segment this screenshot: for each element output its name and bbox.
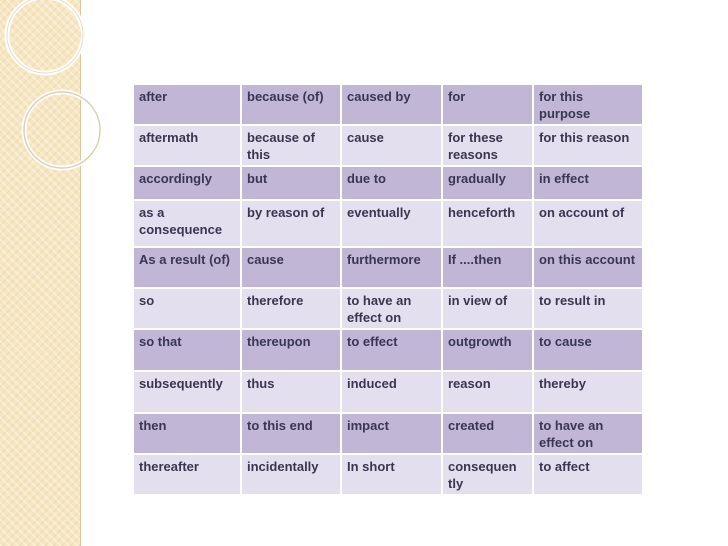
table-row: As a result (of) cause furthermore If ..…: [132, 246, 644, 289]
table-cell: incidentally: [240, 453, 342, 496]
table-cell: henceforth: [441, 199, 534, 248]
table-cell: to have an effect on: [340, 287, 443, 330]
table-cell: on account of: [532, 199, 644, 248]
table-cell: after: [132, 83, 242, 126]
table-cell: gradually: [441, 165, 534, 201]
table-row: thereafter incidentally In short consequ…: [132, 453, 644, 496]
table-row: accordingly but due to gradually in effe…: [132, 165, 644, 201]
table-row: aftermath because of this cause for thes…: [132, 124, 644, 167]
table-cell: so: [132, 287, 242, 330]
table-cell: to affect: [532, 453, 644, 496]
table-cell: created: [441, 412, 534, 455]
table-cell: for this purpose: [532, 83, 644, 126]
table-cell: caused by: [340, 83, 443, 126]
table-cell: furthermore: [340, 246, 443, 289]
table-cell: outgrowth: [441, 328, 534, 372]
table-cell: therefore: [240, 287, 342, 330]
table-cell: As a result (of): [132, 246, 242, 289]
table-cell: thus: [240, 370, 342, 414]
table-cell: so that: [132, 328, 242, 372]
table-cell: to result in: [532, 287, 644, 330]
decorative-circles: [4, 0, 103, 171]
table-cell: because (of): [240, 83, 342, 126]
table-cell: but: [240, 165, 342, 201]
table-cell: thereafter: [132, 453, 242, 496]
table-row: subsequently thus induced reason thereby: [132, 370, 644, 414]
table-cell: thereupon: [240, 328, 342, 372]
table-cell: to cause: [532, 328, 644, 372]
table-cell: on this account: [532, 246, 644, 289]
connectives-table: after because (of) caused by for for thi…: [132, 83, 644, 496]
table-cell: in effect: [532, 165, 644, 201]
table-cell: then: [132, 412, 242, 455]
table-row: as a consequence by reason of eventually…: [132, 199, 644, 248]
table-cell: due to: [340, 165, 443, 201]
table-cell: reason: [441, 370, 534, 414]
table-cell: In short: [340, 453, 443, 496]
table-cell: impact: [340, 412, 443, 455]
table-cell: for this reason: [532, 124, 644, 167]
table-cell: subsequently: [132, 370, 242, 414]
table-cell: to effect: [340, 328, 443, 372]
table-cell: aftermath: [132, 124, 242, 167]
table-row: so therefore to have an effect on in vie…: [132, 287, 644, 330]
table-cell: in view of: [441, 287, 534, 330]
table-row: so that thereupon to effect outgrowth to…: [132, 328, 644, 372]
table-row: after because (of) caused by for for thi…: [132, 83, 644, 126]
table-cell: for: [441, 83, 534, 126]
table-cell: eventually: [340, 199, 443, 248]
table-cell: accordingly: [132, 165, 242, 201]
table-cell: thereby: [532, 370, 644, 414]
table-cell: cause: [240, 246, 342, 289]
table-cell: to this end: [240, 412, 342, 455]
table-row: then to this end impact created to have …: [132, 412, 644, 455]
table-cell: for these reasons: [441, 124, 534, 167]
table-cell: consequen tly: [441, 453, 534, 496]
table-cell: because of this: [240, 124, 342, 167]
table-cell: as a consequence: [132, 199, 242, 248]
table-cell: cause: [340, 124, 443, 167]
table-cell: If ....then: [441, 246, 534, 289]
table-cell: by reason of: [240, 199, 342, 248]
table-cell: induced: [340, 370, 443, 414]
table-cell: to have an effect on: [532, 412, 644, 455]
